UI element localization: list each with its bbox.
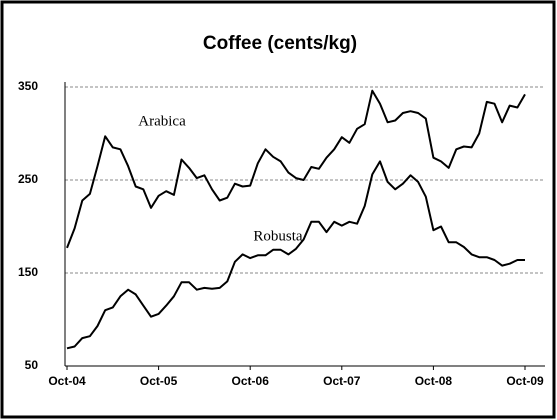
- series-label: Arabica: [138, 113, 186, 129]
- x-tick-label: Oct-06: [232, 374, 270, 388]
- series-label: Robusta: [253, 228, 303, 244]
- y-tick-label: 50: [25, 358, 39, 372]
- x-tick-label: Oct-08: [415, 374, 453, 388]
- x-tick-label: Oct-05: [140, 374, 178, 388]
- y-tick-label: 250: [18, 172, 38, 186]
- series-line: [66, 160, 525, 350]
- chart-title: Coffee (cents/kg): [203, 33, 357, 54]
- x-tick-label: Oct-09: [506, 374, 544, 388]
- y-tick-label: 350: [18, 79, 38, 93]
- x-tick-label: Oct-07: [323, 374, 361, 388]
- series-line: [66, 89, 526, 249]
- y-tick-label: 150: [18, 265, 38, 279]
- x-tick-label: Oct-04: [48, 374, 86, 388]
